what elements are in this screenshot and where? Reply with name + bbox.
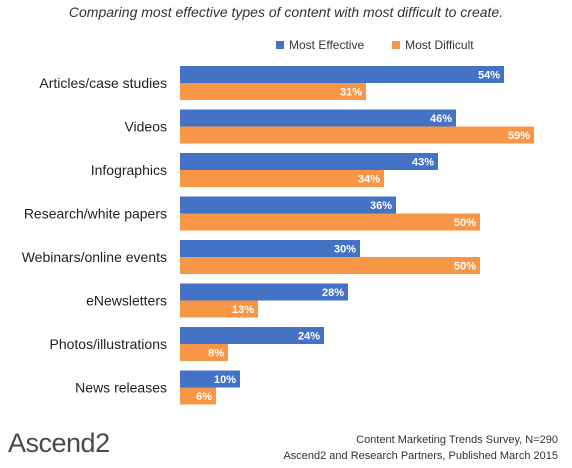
category-label-research-white-papers: Research/white papers — [24, 206, 167, 222]
legend-swatch-most-effective — [276, 41, 284, 49]
data-label-most-effective-photos-illustrations: 24% — [298, 331, 320, 343]
bar-most-effective-webinars-online-events — [180, 240, 360, 257]
data-label-most-effective-enewsletters: 28% — [322, 287, 344, 299]
bar-most-effective-research-white-papers — [180, 196, 396, 214]
category-label-infographics: Infographics — [91, 162, 167, 178]
category-label-photos-illustrations: Photos/illustrations — [49, 336, 167, 352]
chart-title: Comparing most effective types of conten… — [68, 4, 504, 20]
bar-chart: Articles/case studies 54% 31% Videos 46% 59% I… — [22, 66, 534, 405]
ascend2-logo: Ascend2 — [8, 428, 110, 459]
category-label-webinars-online-events: Webinars/online events — [22, 249, 167, 265]
bar-most-effective-photos-illustrations — [180, 327, 324, 344]
bar-most-effective-news-releases — [180, 370, 240, 388]
bar-most-effective-articles-case-studies — [180, 66, 504, 83]
brand-mark: 2 — [95, 428, 110, 458]
brand-name: Ascend — [8, 428, 96, 458]
bar-most-difficult-photos-illustrations — [180, 344, 228, 361]
bar-most-difficult-enewsletters — [180, 300, 258, 318]
data-label-most-difficult-infographics: 34% — [358, 174, 380, 186]
category-label-news-releases: News releases — [75, 380, 167, 396]
data-label-most-difficult-news-releases: 6% — [196, 391, 212, 403]
data-label-most-difficult-webinars-online-events: 50% — [454, 261, 476, 273]
legend-item-most-effective: Most Effective — [276, 38, 364, 52]
category-label-videos: Videos — [124, 119, 167, 135]
data-label-most-difficult-articles-case-studies: 31% — [340, 87, 362, 99]
bar-most-difficult-webinars-online-events — [180, 257, 480, 274]
source-line-2: Ascend2 and Research Partners, Published… — [283, 450, 558, 462]
category-label-enewsletters: eNewsletters — [86, 293, 167, 309]
legend-swatch-most-difficult — [392, 41, 401, 49]
data-label-most-effective-infographics: 43% — [412, 157, 434, 169]
data-label-most-effective-articles-case-studies: 54% — [478, 70, 500, 82]
legend-item-most-difficult: Most Difficult — [392, 38, 474, 52]
chart-legend: Most Effective Most Difficult — [276, 38, 474, 52]
data-label-most-difficult-research-white-papers: 50% — [454, 217, 476, 229]
legend-label-most-effective: Most Effective — [289, 38, 365, 52]
data-label-most-difficult-enewsletters: 13% — [232, 304, 254, 316]
bar-most-difficult-research-white-papers — [180, 213, 480, 231]
data-label-most-effective-news-releases: 10% — [214, 374, 236, 386]
bar-most-difficult-videos — [180, 126, 534, 144]
bar-most-difficult-articles-case-studies — [180, 83, 366, 100]
source-note: Content Marketing Trends Survey, N=290 A… — [283, 432, 558, 464]
bar-most-effective-infographics — [180, 153, 438, 170]
data-label-most-effective-research-white-papers: 36% — [370, 200, 392, 212]
bar-most-effective-enewsletters — [180, 283, 348, 301]
data-label-most-difficult-videos: 59% — [508, 130, 530, 142]
legend-label-most-difficult: Most Difficult — [405, 38, 474, 52]
data-label-most-difficult-photos-illustrations: 8% — [208, 348, 224, 360]
bar-most-difficult-news-releases — [180, 387, 216, 405]
source-line-1: Content Marketing Trends Survey, N=290 — [356, 434, 558, 446]
data-label-most-effective-webinars-online-events: 30% — [334, 244, 356, 256]
bar-most-effective-videos — [180, 109, 456, 127]
category-label-articles-case-studies: Articles/case studies — [39, 75, 167, 91]
data-label-most-effective-videos: 46% — [430, 113, 452, 125]
bar-most-difficult-infographics — [180, 170, 384, 187]
